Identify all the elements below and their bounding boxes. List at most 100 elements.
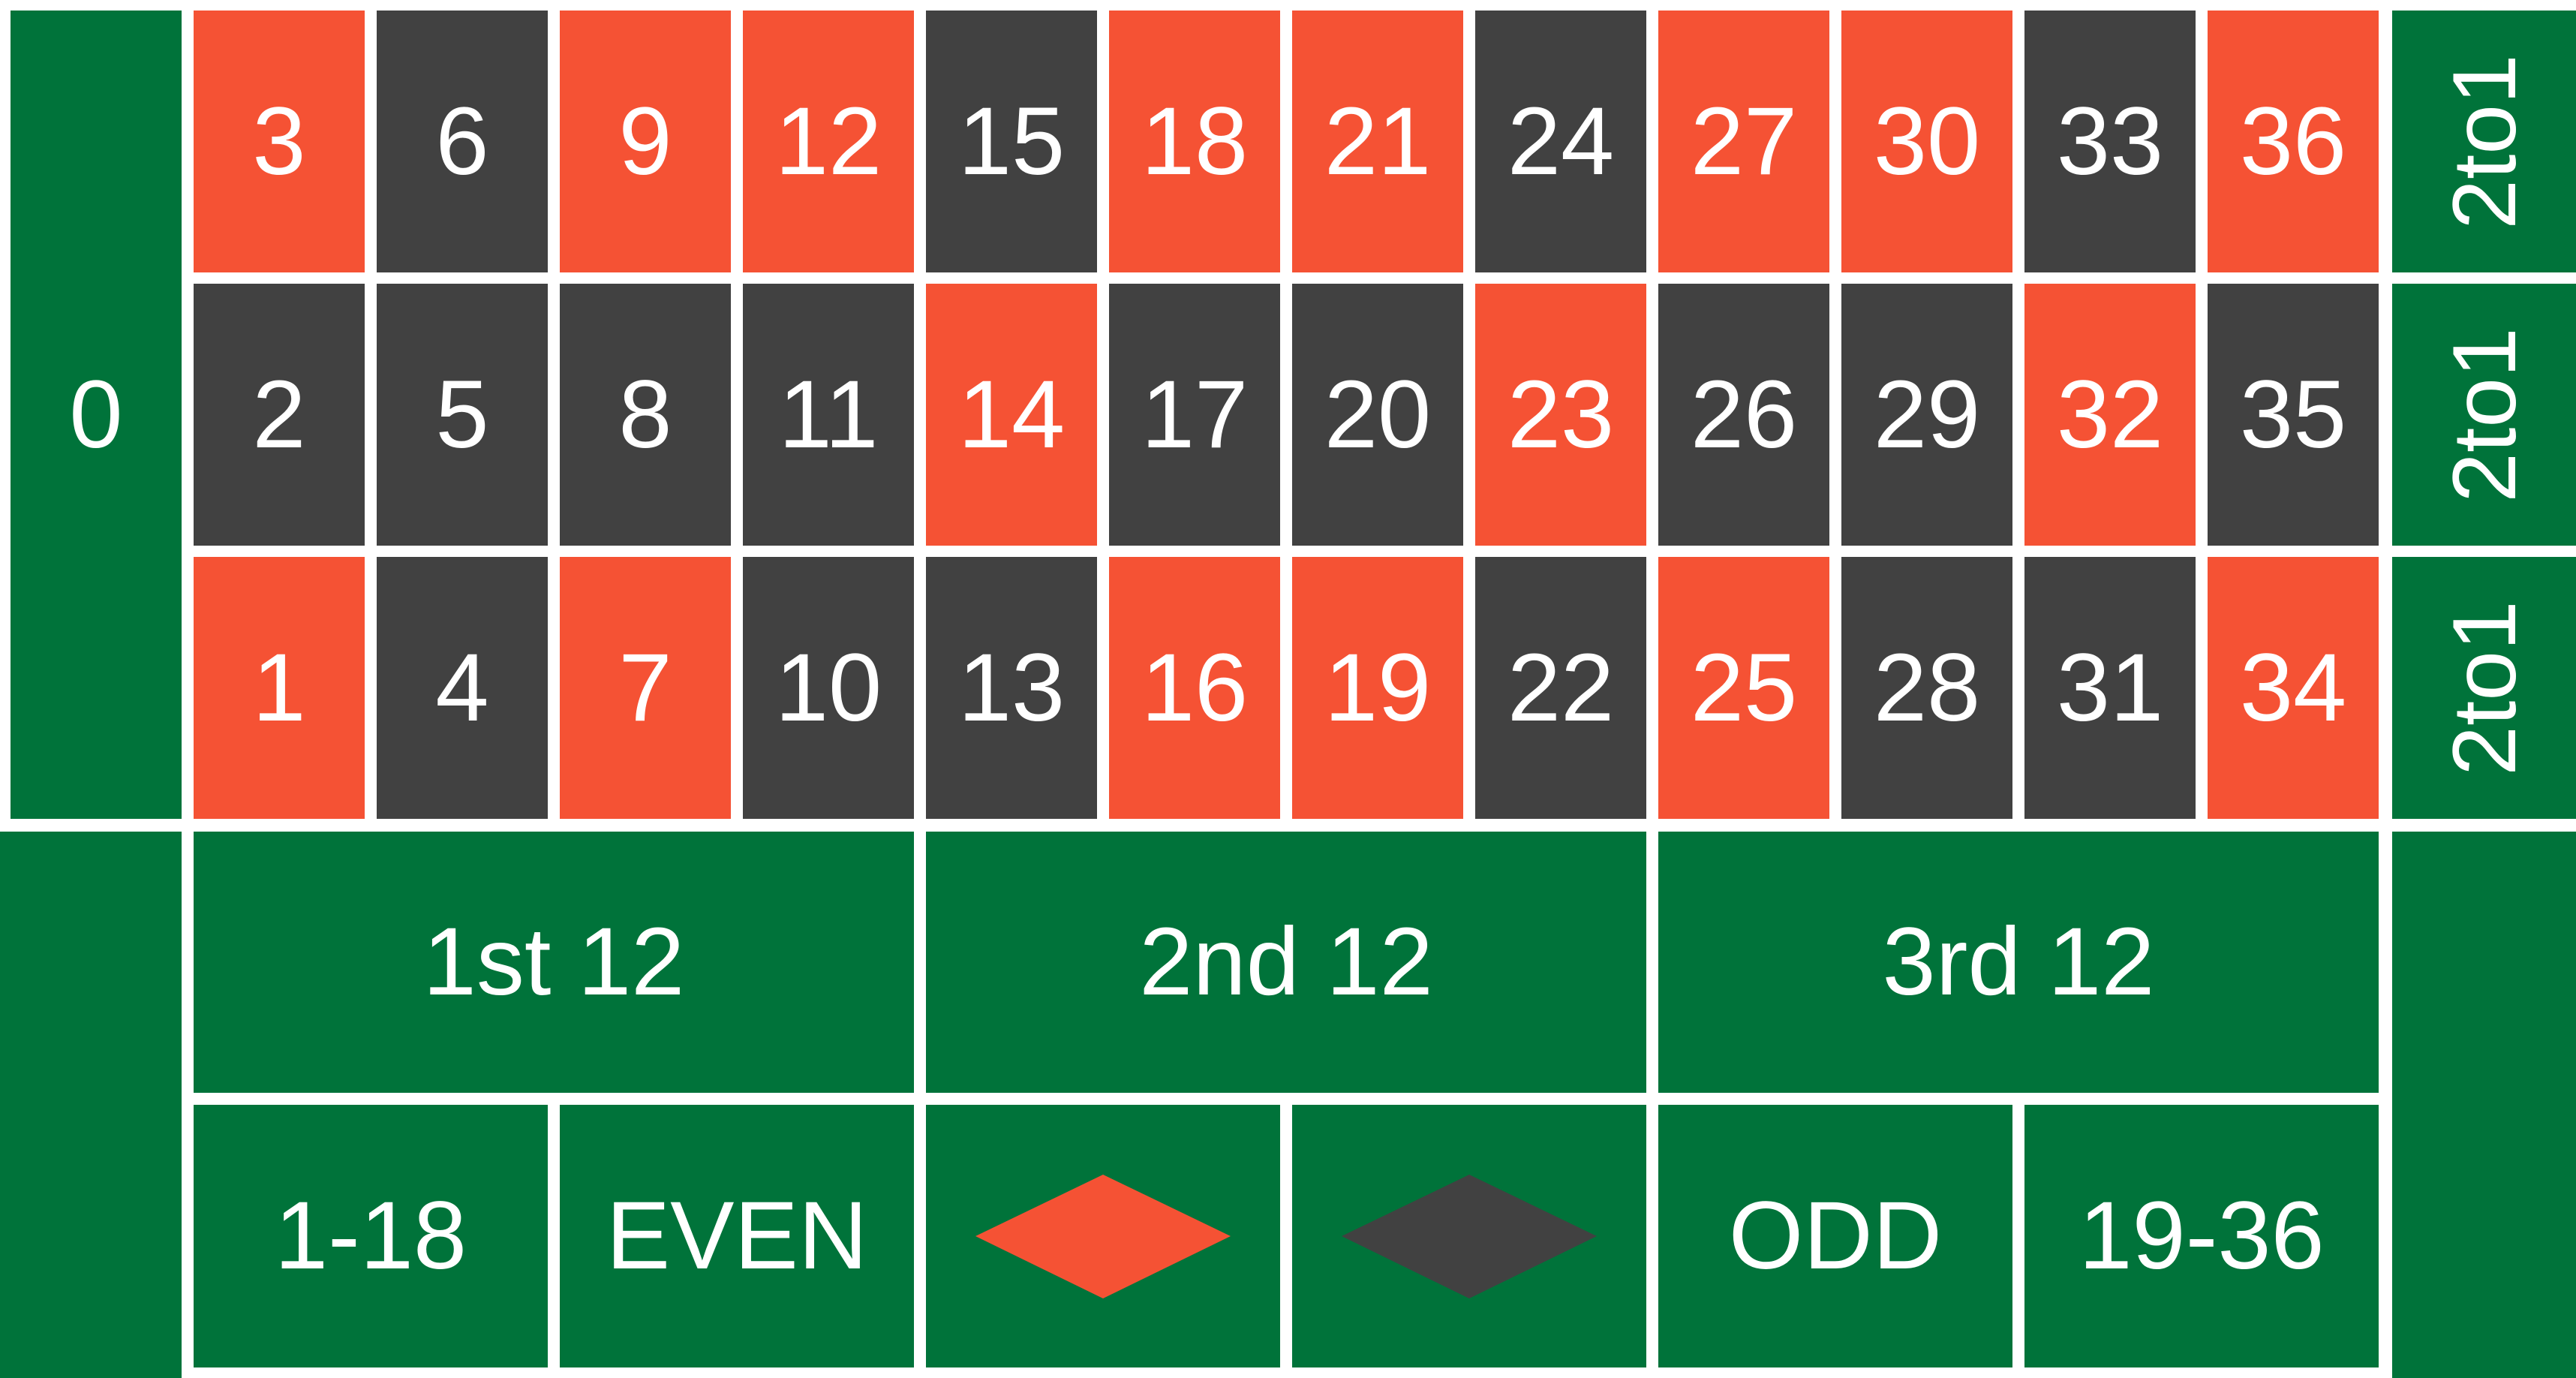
number-cell[interactable]: 8: [560, 284, 731, 546]
bet-even[interactable]: EVEN: [560, 1105, 914, 1367]
bet-dozen-first[interactable]: 1st 12: [194, 832, 914, 1093]
number-cell[interactable]: 22: [1475, 557, 1646, 819]
number-label: 10: [774, 633, 882, 742]
bet-column-bottom[interactable]: 2to1: [2392, 557, 2576, 819]
number-cell[interactable]: 3: [194, 11, 365, 272]
number-cell[interactable]: 34: [2208, 557, 2379, 819]
bet-zero[interactable]: 0: [11, 11, 182, 819]
number-cell[interactable]: 17: [1109, 284, 1280, 546]
number-label: 6: [435, 87, 489, 195]
low-label: 1-18: [274, 1182, 467, 1289]
number-label: 14: [957, 360, 1066, 468]
number-label: 4: [435, 633, 489, 742]
number-cell[interactable]: 15: [926, 11, 1097, 272]
number-label: 35: [2239, 360, 2347, 468]
number-cell[interactable]: 18: [1109, 11, 1280, 272]
number-cell[interactable]: 23: [1475, 284, 1646, 546]
number-cell[interactable]: 10: [743, 557, 914, 819]
dozen-label: 1st 12: [422, 908, 685, 1015]
number-cell[interactable]: 5: [377, 284, 548, 546]
number-cell[interactable]: 35: [2208, 284, 2379, 546]
number-cell[interactable]: 1: [194, 557, 365, 819]
number-label: 24: [1507, 87, 1615, 195]
number-cell[interactable]: 33: [2024, 11, 2196, 272]
bet-low-1-18[interactable]: 1-18: [194, 1105, 548, 1367]
even-label: EVEN: [606, 1182, 868, 1289]
number-label: 21: [1324, 87, 1432, 195]
bet-column-middle[interactable]: 2to1: [2392, 284, 2576, 546]
number-cell[interactable]: 14: [926, 284, 1097, 546]
number-label: 16: [1141, 633, 1249, 742]
number-cell[interactable]: 4: [377, 557, 548, 819]
number-label: 19: [1324, 633, 1432, 742]
number-cell[interactable]: 25: [1658, 557, 1829, 819]
column-label: 2to1: [2433, 326, 2535, 503]
number-label: 27: [1690, 87, 1798, 195]
bet-dozen-second[interactable]: 2nd 12: [926, 832, 1646, 1093]
number-cell[interactable]: 9: [560, 11, 731, 272]
odd-label: ODD: [1728, 1182, 1943, 1289]
number-cell[interactable]: 6: [377, 11, 548, 272]
dozen-label: 3rd 12: [1882, 908, 2155, 1015]
number-cell[interactable]: 24: [1475, 11, 1646, 272]
number-cell[interactable]: 19: [1292, 557, 1463, 819]
high-label: 19-36: [2079, 1182, 2325, 1289]
number-label: 22: [1507, 633, 1615, 742]
number-cell[interactable]: 32: [2024, 284, 2196, 546]
number-label: 26: [1690, 360, 1798, 468]
number-cell[interactable]: 13: [926, 557, 1097, 819]
number-label: 12: [774, 87, 882, 195]
number-cell[interactable]: 29: [1841, 284, 2012, 546]
number-label: 28: [1873, 633, 1981, 742]
number-cell[interactable]: 16: [1109, 557, 1280, 819]
number-cell[interactable]: 30: [1841, 11, 2012, 272]
zero-label: 0: [69, 360, 123, 468]
number-label: 34: [2239, 633, 2347, 742]
number-cell[interactable]: 31: [2024, 557, 2196, 819]
number-label: 11: [778, 360, 879, 468]
number-label: 29: [1873, 360, 1981, 468]
number-label: 18: [1141, 87, 1249, 195]
number-cell[interactable]: 28: [1841, 557, 2012, 819]
number-label: 9: [618, 87, 672, 195]
bet-black[interactable]: [1292, 1105, 1646, 1367]
number-cell[interactable]: 12: [743, 11, 914, 272]
number-cell[interactable]: 20: [1292, 284, 1463, 546]
felt-right-strip: [2392, 832, 2576, 1378]
bet-high-19-36[interactable]: 19-36: [2024, 1105, 2379, 1367]
bet-red[interactable]: [926, 1105, 1280, 1367]
number-label: 15: [957, 87, 1066, 195]
number-cell[interactable]: 21: [1292, 11, 1463, 272]
number-label: 5: [435, 360, 489, 468]
number-label: 30: [1873, 87, 1981, 195]
number-label: 8: [618, 360, 672, 468]
column-label: 2to1: [2433, 53, 2535, 230]
number-label: 25: [1690, 633, 1798, 742]
red-diamond-icon: [975, 1174, 1231, 1298]
number-cell[interactable]: 26: [1658, 284, 1829, 546]
number-label: 13: [957, 633, 1066, 742]
bet-column-top[interactable]: 2to1: [2392, 11, 2576, 272]
number-label: 3: [252, 87, 306, 195]
number-label: 2: [252, 360, 306, 468]
dozen-label: 2nd 12: [1139, 908, 1433, 1015]
black-diamond-icon: [1342, 1174, 1597, 1298]
number-label: 23: [1507, 360, 1615, 468]
number-label: 17: [1141, 360, 1249, 468]
number-cell[interactable]: 2: [194, 284, 365, 546]
number-cell[interactable]: 7: [560, 557, 731, 819]
felt-left-strip: [0, 832, 182, 1378]
number-label: 1: [252, 633, 306, 742]
bet-dozen-third[interactable]: 3rd 12: [1658, 832, 2379, 1093]
column-label: 2to1: [2433, 600, 2535, 776]
number-label: 36: [2239, 87, 2347, 195]
number-label: 7: [618, 633, 672, 742]
number-label: 32: [2056, 360, 2164, 468]
number-cell[interactable]: 27: [1658, 11, 1829, 272]
number-cell[interactable]: 11: [743, 284, 914, 546]
number-cell[interactable]: 36: [2208, 11, 2379, 272]
bet-odd[interactable]: ODD: [1658, 1105, 2012, 1367]
number-label: 33: [2056, 87, 2164, 195]
number-label: 20: [1324, 360, 1432, 468]
